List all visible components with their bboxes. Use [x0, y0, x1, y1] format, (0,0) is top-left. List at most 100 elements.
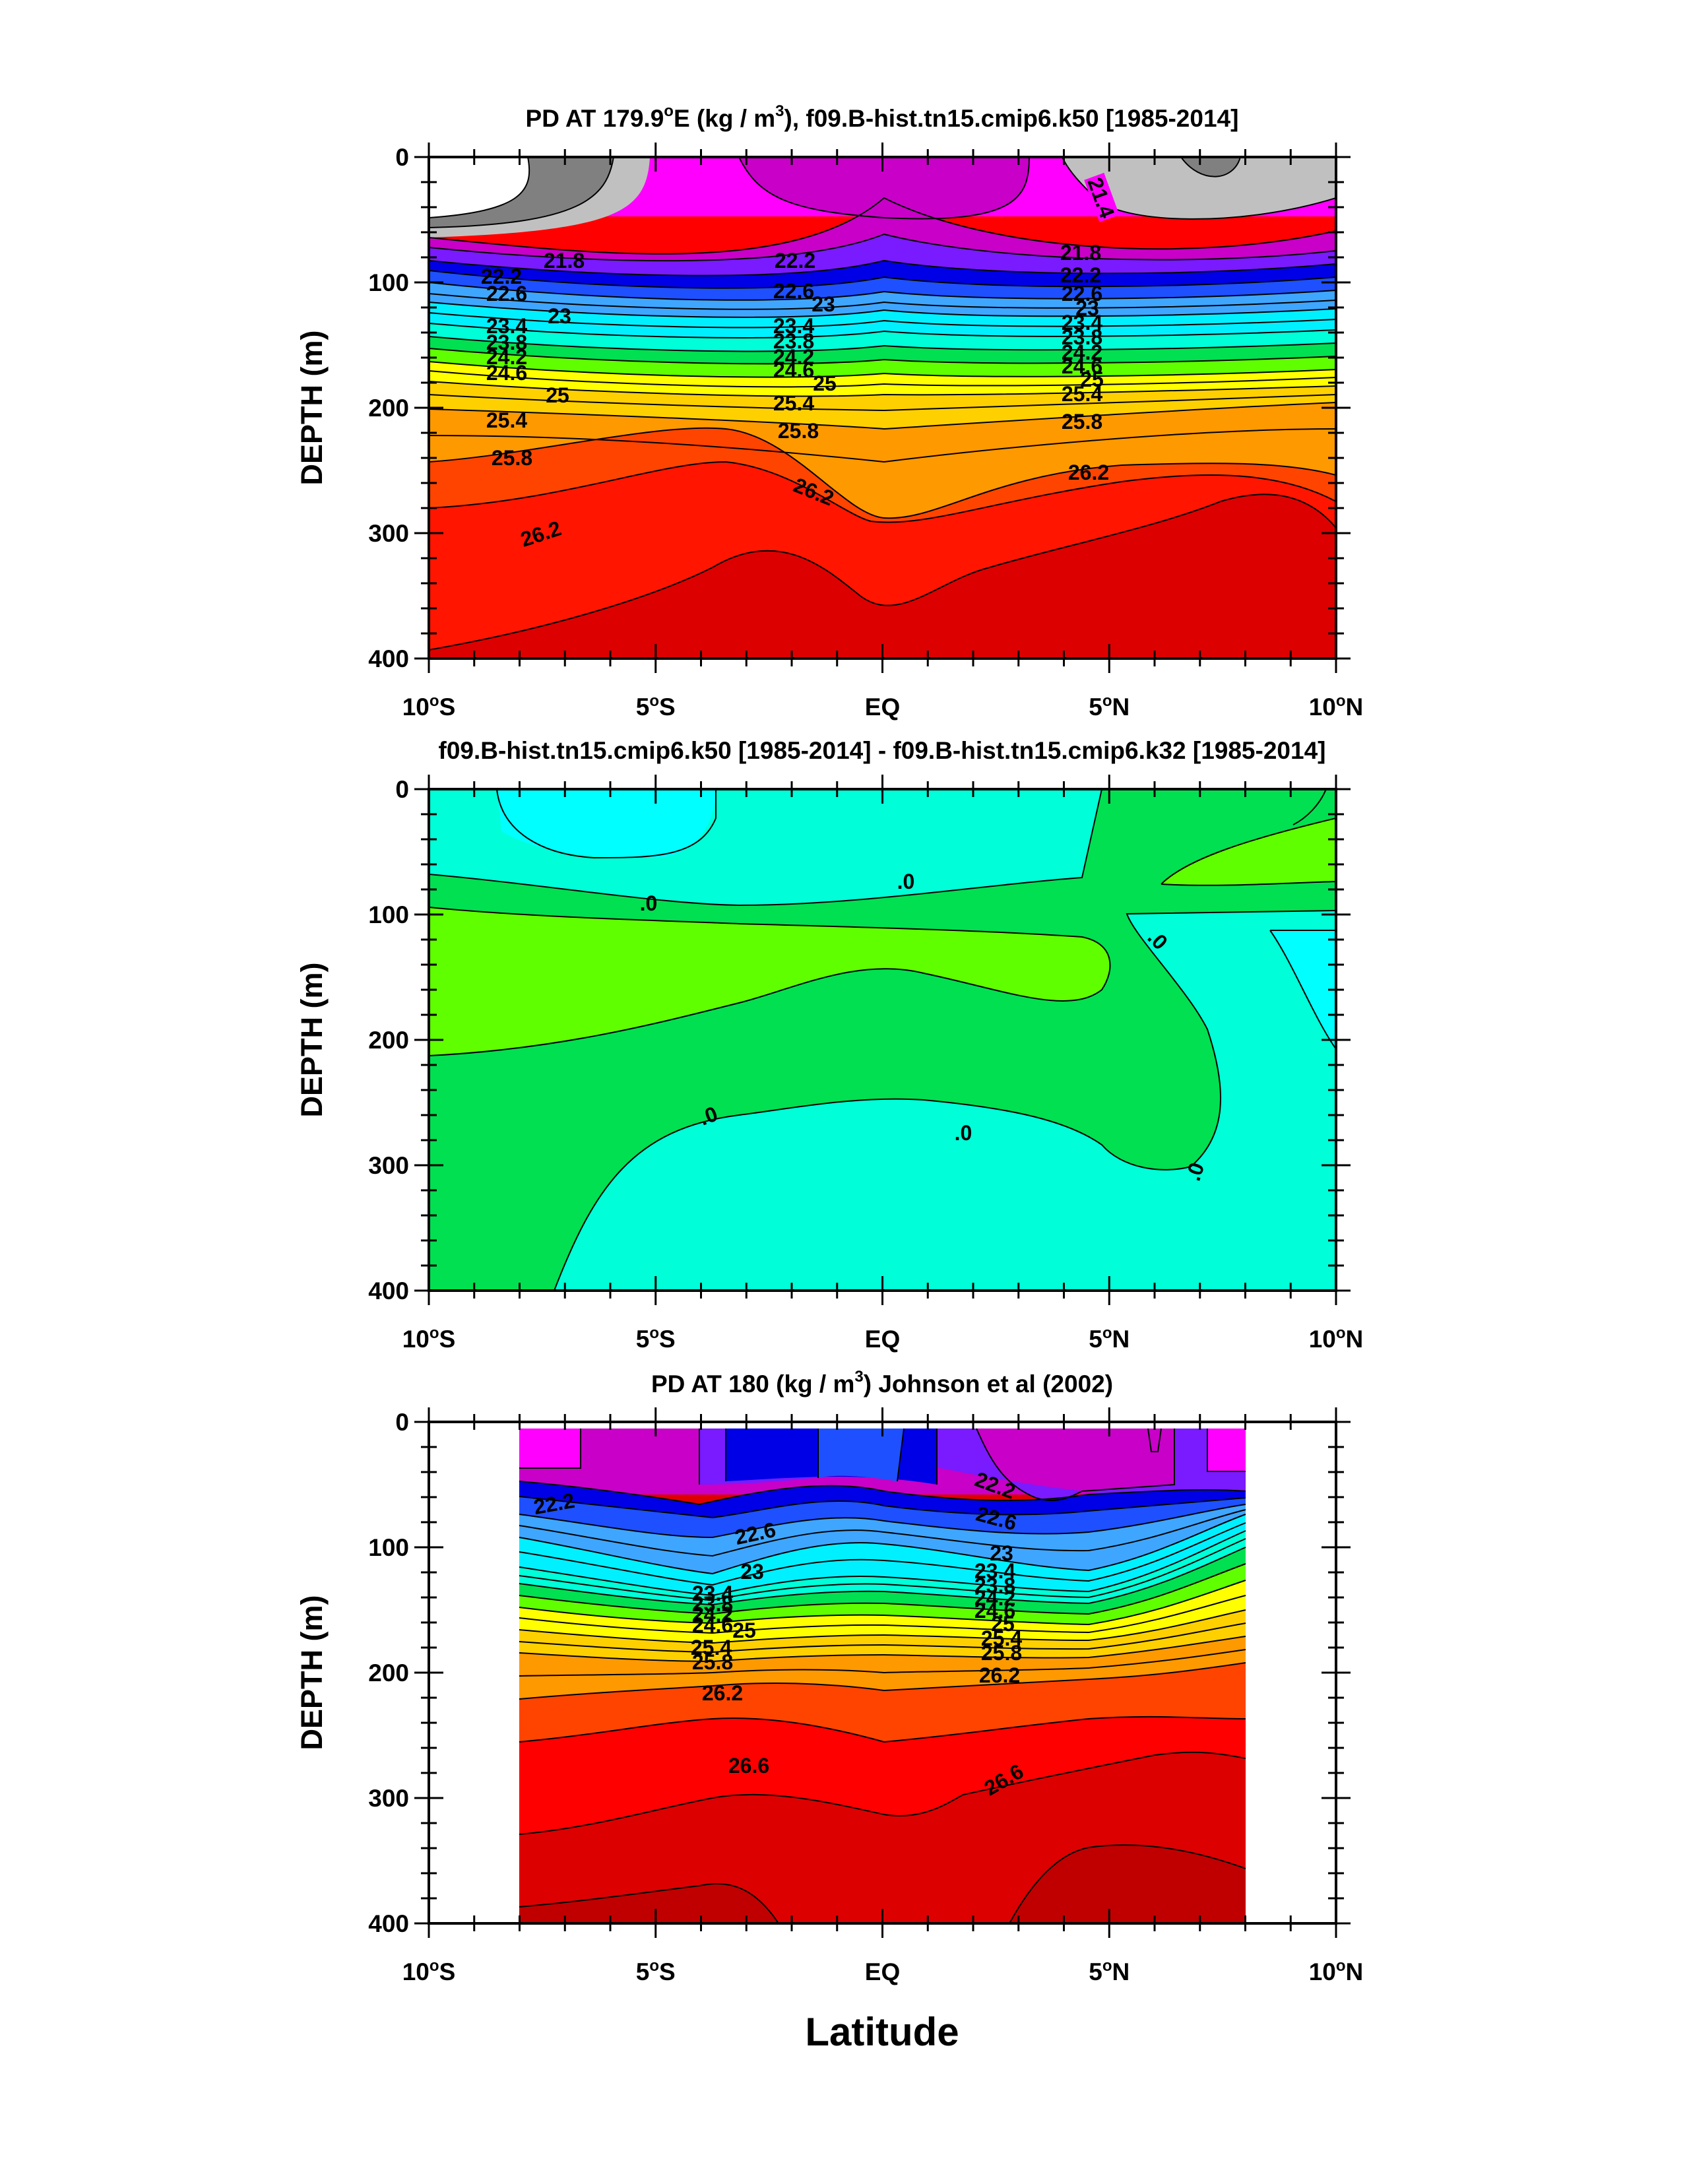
contour-label: 24.6: [773, 358, 814, 382]
contour-label: 23.8: [974, 1574, 1015, 1597]
contour-label: 23.4: [1062, 311, 1102, 335]
y-tick-label: 200: [368, 395, 409, 422]
contour-label: .0: [640, 891, 658, 915]
contour-label: 21.8: [1060, 241, 1101, 265]
contour-label: 23: [740, 1560, 764, 1584]
contour-label: 24.2: [974, 1586, 1015, 1610]
contour-label: 23.4: [974, 1559, 1015, 1583]
contour-label: 25: [732, 1619, 756, 1642]
contour-label: 25.8: [492, 446, 532, 470]
y-tick-label: 300: [368, 1152, 409, 1179]
contour-label: 26.2: [979, 1663, 1020, 1687]
contour-label: 23: [990, 1541, 1013, 1565]
panel-3-contour-labels: 22.2 22.2 22.6 22.6 23 23 23.4 23.4 23.8…: [532, 1467, 1027, 1800]
panel-3-ylabel: DEPTH (m): [295, 1595, 329, 1750]
contour-label: 25.8: [778, 419, 819, 443]
x-tick-label: EQ: [865, 1958, 900, 1985]
y-tick-label: 0: [395, 144, 409, 171]
x-tick-label: 10oS: [402, 1324, 456, 1353]
x-tick-label: 10oN: [1309, 1957, 1364, 1985]
x-tick-label: 10oN: [1309, 1324, 1364, 1353]
y-tick-label: 100: [368, 269, 409, 296]
contour-label: 26.6: [728, 1754, 769, 1778]
x-tick-label: EQ: [865, 693, 900, 721]
contour-label: 22.6: [486, 282, 527, 305]
y-tick-label: 400: [368, 1277, 409, 1304]
contour-label: 22.2: [481, 265, 522, 288]
x-tick-label: 10oS: [402, 692, 456, 721]
y-tick-label: 0: [395, 1409, 409, 1436]
contour-label: 25.4: [981, 1626, 1022, 1650]
contour-label: 25.4: [691, 1636, 732, 1659]
contour-label: 24.2: [486, 345, 527, 369]
panel-3: PD AT 180 (kg / m3) Johnson et al (2002): [295, 1368, 1363, 2054]
contour-label: .0: [897, 870, 915, 893]
x-tick-label: 10oN: [1309, 692, 1364, 721]
contour-label: 23.4: [692, 1582, 733, 1605]
x-tick-label: 10oS: [402, 1957, 456, 1985]
panel-3-contour-fill: [429, 1422, 1336, 1923]
contour-label: 26.2: [702, 1681, 743, 1705]
panel-2: f09.B-hist.tn15.cmip6.k50 [1985-2014] - …: [295, 737, 1363, 1353]
contour-label: 24.6: [486, 361, 527, 385]
y-tick-label: 0: [395, 776, 409, 803]
contour-label: 24.6: [692, 1613, 733, 1637]
y-tick-label: 200: [368, 1659, 409, 1686]
x-tick-label: 5oS: [636, 692, 676, 721]
contour-label: 22.2: [1060, 263, 1101, 287]
contour-label: 25: [991, 1612, 1015, 1636]
panel-1-title: PD AT 179.9oE (kg / m3), f09.B-hist.tn15…: [526, 102, 1239, 132]
panel-2-contour-fill: [429, 789, 1336, 1291]
contour-label: 23.8: [773, 329, 814, 353]
x-tick-label: 5oS: [636, 1957, 676, 1985]
contour-label: 25.4: [773, 391, 814, 415]
y-tick-label: 400: [368, 645, 409, 672]
contour-label: 23: [548, 304, 571, 328]
contour-label: 25: [1080, 368, 1104, 391]
contour-label: 22.2: [775, 249, 815, 273]
contour-label: 25.4: [486, 408, 527, 432]
contour-label: 26.2: [1068, 461, 1109, 484]
x-axis-label: Latitude: [805, 2010, 959, 2054]
contour-label: 23.8: [486, 331, 527, 354]
contour-label: 24.2: [692, 1603, 733, 1626]
contour-label: 24.2: [1062, 340, 1102, 364]
x-tick-label: EQ: [865, 1326, 900, 1353]
y-tick-label: 100: [368, 901, 409, 928]
x-tick-label: 5oN: [1089, 1957, 1130, 1985]
y-tick-label: 300: [368, 1785, 409, 1812]
contour-label: 25.8: [1062, 410, 1102, 434]
contour-label: 24.6: [1062, 354, 1102, 378]
contour-label: 23.8: [1062, 325, 1102, 349]
y-tick-label: 400: [368, 1910, 409, 1937]
contour-label: 25.4: [1062, 382, 1102, 406]
contour-label: 23.8: [692, 1592, 733, 1616]
panel-1-contour-labels: 21.4 21.8 21.8 22.2 22.2 22.2 22.6 22.6 …: [481, 172, 1120, 552]
contour-label: 23.4: [486, 314, 527, 338]
panel-3-title: PD AT 180 (kg / m3) Johnson et al (2002): [651, 1368, 1113, 1397]
contour-label: 23: [1075, 296, 1099, 320]
y-tick-label: 200: [368, 1027, 409, 1054]
contour-label: 22.6: [773, 279, 814, 303]
panel-1-ylabel: DEPTH (m): [295, 331, 329, 486]
panel-2-ylabel: DEPTH (m): [295, 963, 329, 1118]
contour-label: 21.8: [544, 249, 585, 273]
contour-label: 23.4: [773, 314, 814, 338]
contour-label: 25.8: [981, 1641, 1022, 1665]
panel-1-contour-fill: [429, 157, 1336, 658]
contour-label: 24.6: [974, 1599, 1015, 1622]
contour-label: 25: [813, 371, 837, 395]
x-tick-label: 5oN: [1089, 692, 1130, 721]
contour-label: 25: [546, 383, 569, 407]
x-tick-label: 5oN: [1089, 1324, 1130, 1353]
y-tick-label: 300: [368, 520, 409, 547]
x-tick-label: 5oS: [636, 1324, 676, 1353]
panel-1-ticks: 0 100 200 300 400 10oS 5oS EQ 5oN 10oN: [368, 143, 1363, 721]
contour-label: 24.2: [773, 345, 814, 369]
y-tick-label: 100: [368, 1534, 409, 1561]
contour-label: 22.6: [1062, 282, 1102, 305]
panel-3-ticks: 0 100 200 300 400 10oS 5oS EQ 5oN 10oN: [368, 1407, 1363, 1985]
contour-label: .0: [955, 1121, 972, 1145]
contour-label: 25.8: [692, 1650, 733, 1674]
